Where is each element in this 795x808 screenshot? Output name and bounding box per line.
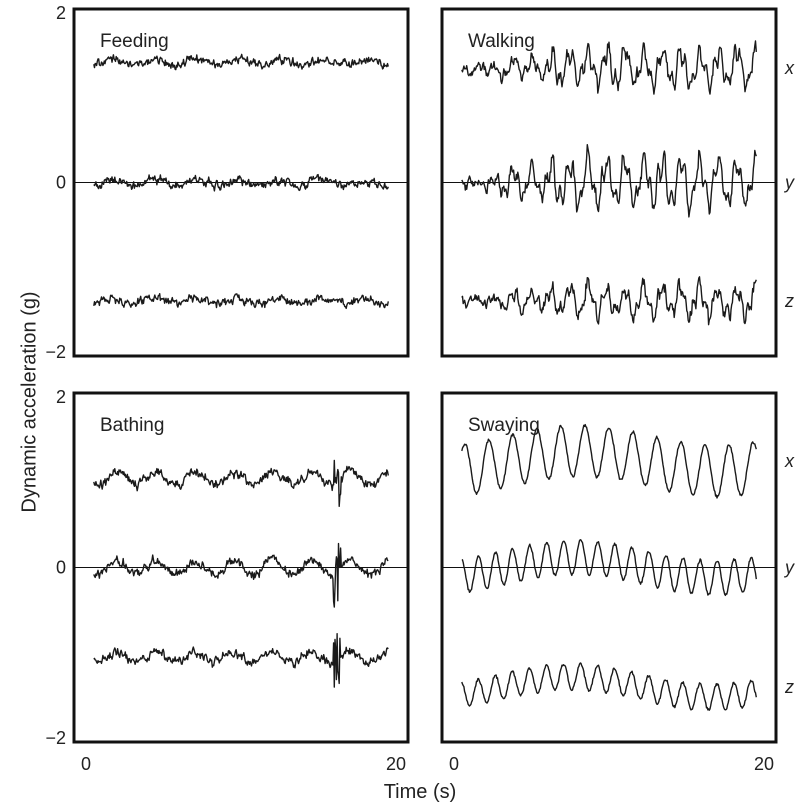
series-trace-x — [461, 423, 757, 499]
x-tick-label: 20 — [386, 754, 406, 774]
panel-title: Swaying — [468, 415, 540, 436]
channel-label-y: y — [783, 173, 795, 193]
y-tick-label: 2 — [56, 387, 66, 407]
x-axis-label: Time (s) — [384, 781, 457, 803]
series-trace-z — [461, 662, 757, 711]
series-trace-z — [461, 276, 757, 326]
panel-title: Bathing — [100, 415, 164, 436]
series-trace-z — [93, 293, 389, 310]
series-trace-y — [461, 539, 757, 597]
y-tick-label: 0 — [56, 558, 66, 578]
series-trace-x — [93, 53, 389, 71]
panel-title: Walking — [468, 31, 535, 52]
channel-label-x: x — [784, 451, 795, 471]
y-tick-label: −2 — [45, 728, 66, 748]
x-tick-label: 20 — [754, 754, 774, 774]
series-trace-z — [93, 633, 389, 688]
series-trace-x — [461, 40, 757, 95]
chart-panel-walking: Walking x y z — [440, 7, 795, 358]
x-tick-label: 0 — [449, 754, 459, 774]
y-tick-label: 0 — [56, 173, 66, 193]
chart-panel-swaying: Swaying 0 20 x y z — [440, 391, 795, 774]
series-trace-y — [93, 173, 389, 192]
channel-label-z: z — [784, 291, 794, 311]
panel-title: Feeding — [100, 31, 169, 52]
series-trace-y — [93, 542, 389, 608]
y-tick-label: 2 — [56, 3, 66, 23]
y-axis-label: Dynamic acceleration (g) — [18, 291, 40, 512]
series-trace-x — [93, 459, 389, 507]
channel-label-z: z — [784, 677, 794, 697]
y-tick-label: −2 — [45, 342, 66, 362]
channel-label-y: y — [783, 558, 795, 578]
chart-panel-feeding: Feeding 2 0 −2 — [45, 3, 410, 362]
x-tick-label: 0 — [81, 754, 91, 774]
channel-label-x: x — [784, 58, 795, 78]
series-trace-y — [461, 144, 757, 218]
